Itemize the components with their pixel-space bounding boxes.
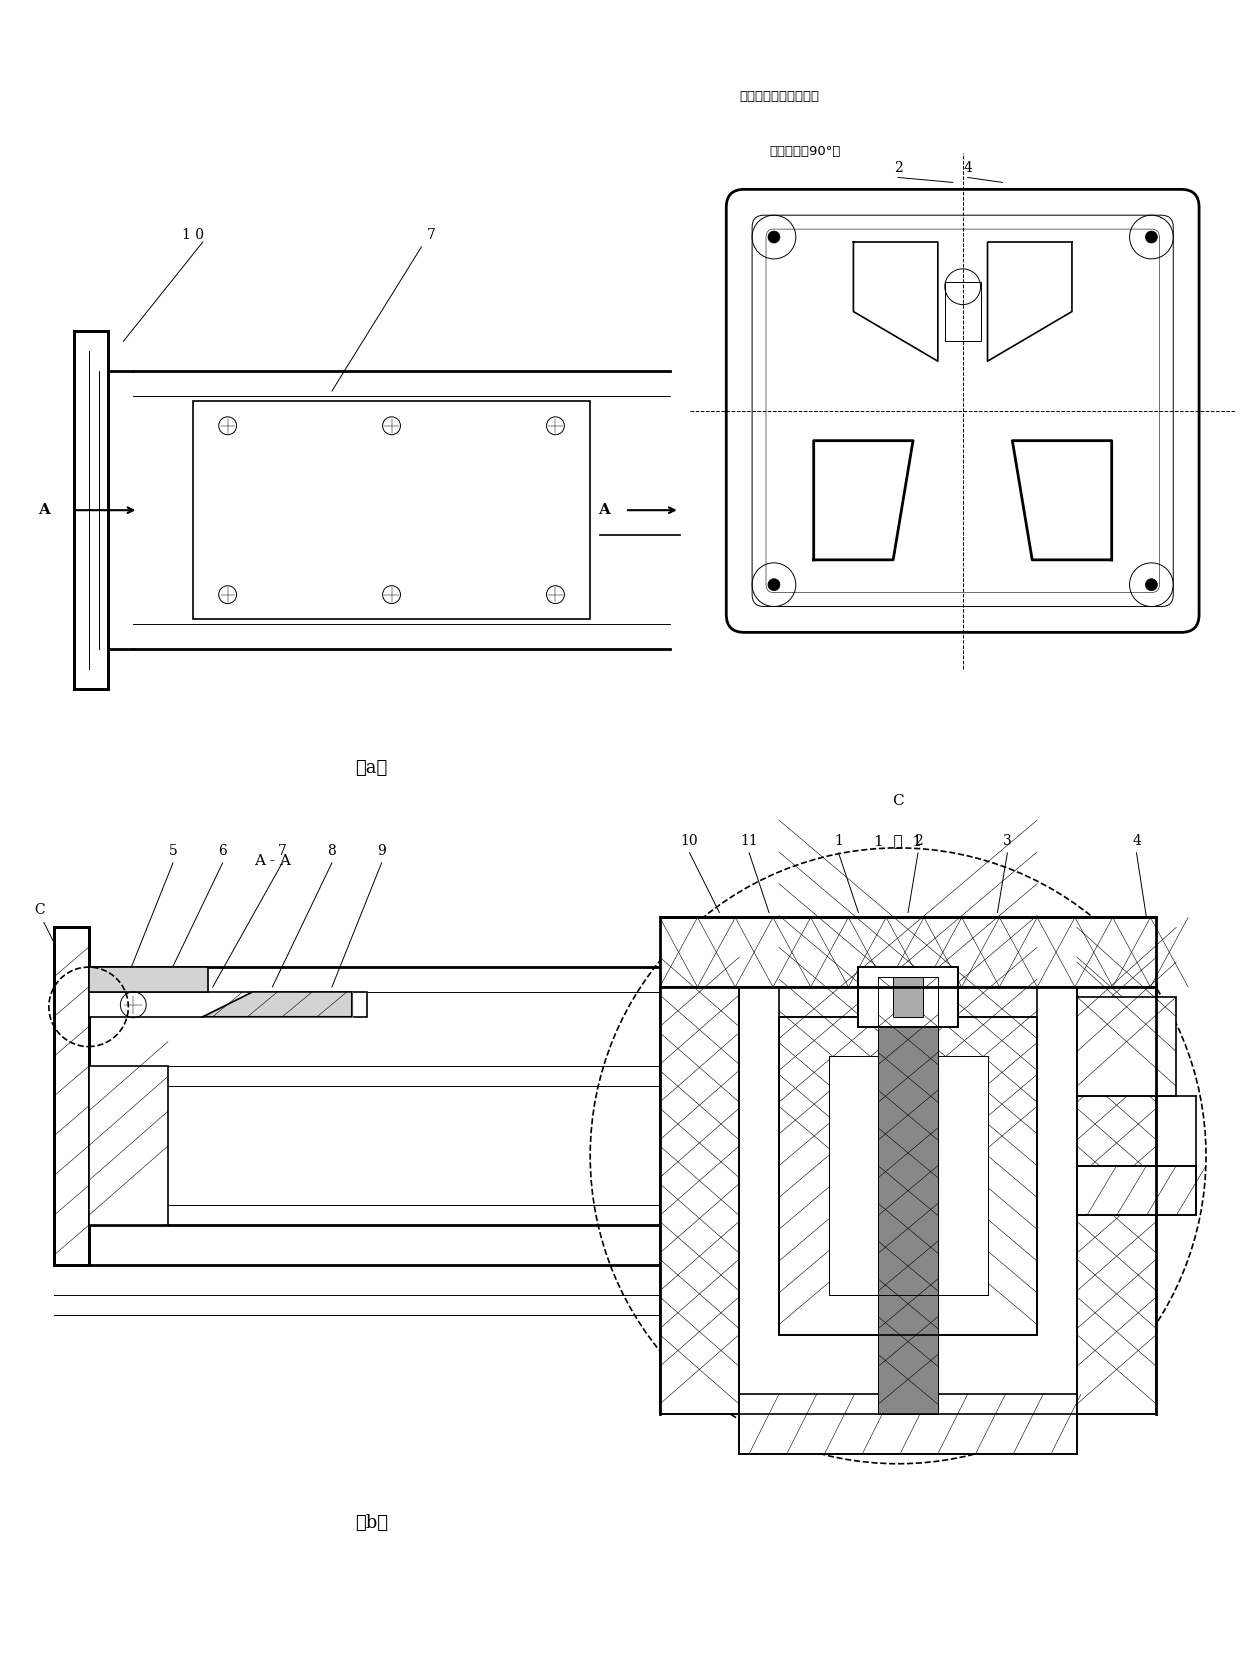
Circle shape (1146, 579, 1157, 590)
Text: 1: 1 (835, 834, 843, 847)
Text: C: C (33, 904, 45, 917)
Bar (73, 332, 108, 689)
Circle shape (768, 579, 780, 590)
Polygon shape (987, 242, 1071, 362)
Bar (828, 1056, 987, 1294)
Text: 隐藏前盖及连接器插座: 隐藏前盖及连接器插座 (739, 90, 820, 103)
Bar (858, 967, 957, 1027)
Bar (878, 977, 937, 1414)
Text: 9: 9 (377, 844, 386, 857)
Circle shape (768, 232, 780, 244)
Polygon shape (1012, 440, 1112, 560)
Bar (858, 967, 957, 1027)
Text: 11: 11 (740, 834, 758, 847)
Text: C: C (893, 794, 904, 809)
Bar (88, 1066, 169, 1226)
Bar (193, 400, 590, 619)
Bar (878, 977, 937, 1414)
Polygon shape (853, 242, 937, 362)
Bar (739, 987, 1076, 1414)
FancyBboxPatch shape (727, 190, 1199, 632)
Text: 6: 6 (218, 844, 227, 857)
Circle shape (1146, 232, 1157, 244)
Bar (88, 967, 208, 992)
Polygon shape (203, 992, 352, 1017)
Bar (739, 1394, 1076, 1454)
Text: （向左旋轤90°）: （向左旋轤90°） (769, 145, 841, 157)
Text: 4: 4 (963, 162, 972, 175)
Bar (1076, 997, 1177, 1096)
Text: 4: 4 (1132, 834, 1141, 847)
Text: 1  ：  1: 1 ： 1 (874, 834, 923, 847)
Text: 7: 7 (278, 844, 286, 857)
Text: A: A (38, 504, 50, 517)
Text: 10: 10 (681, 834, 698, 847)
Text: A - A: A - A (254, 854, 291, 867)
Polygon shape (813, 440, 913, 560)
Text: 1 0: 1 0 (182, 229, 203, 242)
Bar (660, 987, 739, 1414)
Text: 2: 2 (894, 162, 903, 175)
Text: 2: 2 (914, 834, 923, 847)
Text: 3: 3 (1003, 834, 1012, 847)
Text: 8: 8 (327, 844, 336, 857)
Bar (893, 977, 923, 1017)
Bar (1076, 1166, 1197, 1216)
Text: 5: 5 (169, 844, 177, 857)
Bar (53, 927, 88, 1264)
Bar (1076, 987, 1157, 1414)
Bar (945, 282, 981, 342)
Bar (88, 992, 367, 1017)
Text: A: A (598, 504, 610, 517)
Text: （a）: （a） (356, 759, 388, 777)
Text: （b）: （b） (355, 1515, 388, 1533)
Bar (660, 917, 1157, 987)
Bar (779, 1017, 1037, 1334)
Text: 7: 7 (427, 229, 435, 242)
